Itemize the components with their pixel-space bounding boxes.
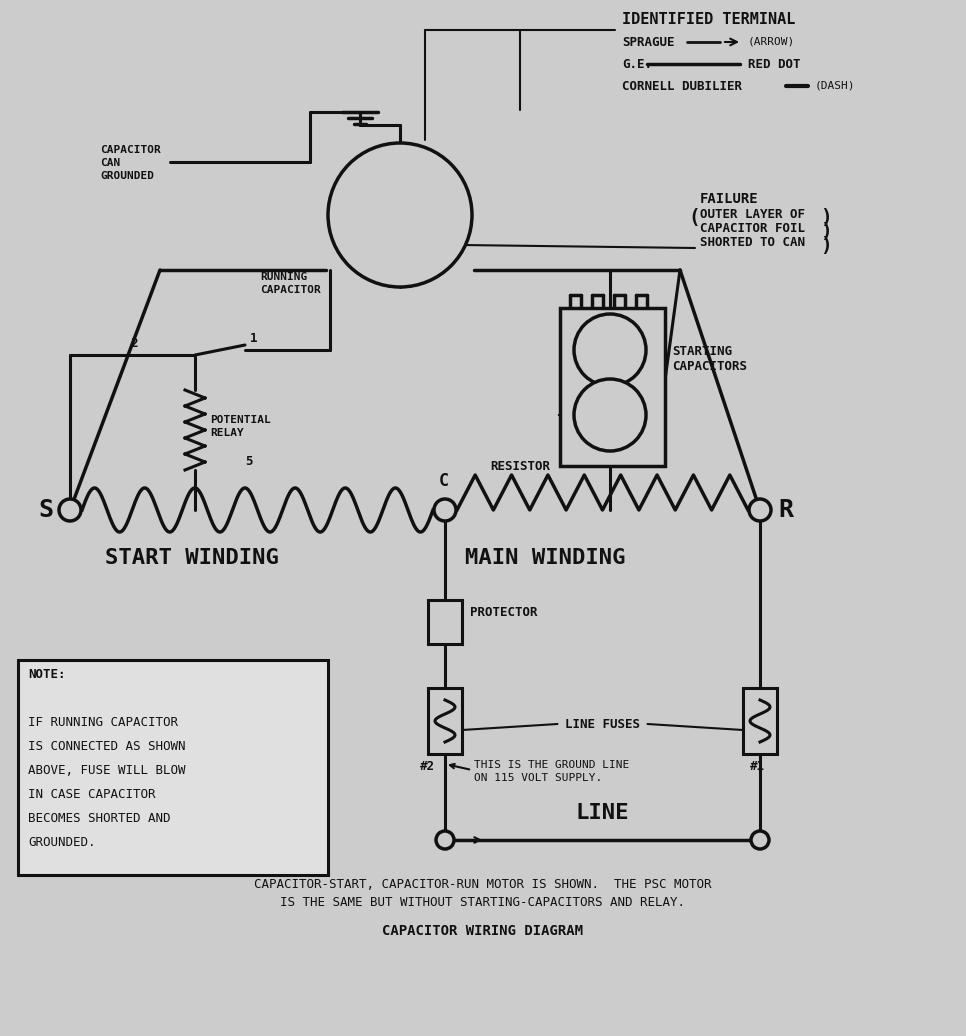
Text: IF RUNNING CAPACITOR: IF RUNNING CAPACITOR bbox=[28, 716, 178, 729]
Text: MAIN WINDING: MAIN WINDING bbox=[465, 548, 626, 568]
Text: CAPACITOR FOIL: CAPACITOR FOIL bbox=[700, 222, 805, 235]
Text: STARTING: STARTING bbox=[672, 345, 732, 358]
Text: CAPACITOR WIRING DIAGRAM: CAPACITOR WIRING DIAGRAM bbox=[383, 924, 583, 938]
Text: CAPACITOR-START, CAPACITOR-RUN MOTOR IS SHOWN.  THE PSC MOTOR: CAPACITOR-START, CAPACITOR-RUN MOTOR IS … bbox=[254, 877, 712, 891]
Text: CAN: CAN bbox=[100, 159, 120, 168]
Bar bbox=[428, 600, 462, 644]
Text: ABOVE, FUSE WILL BLOW: ABOVE, FUSE WILL BLOW bbox=[28, 764, 185, 777]
Text: G.E.: G.E. bbox=[622, 58, 652, 71]
Text: #2: #2 bbox=[420, 760, 435, 773]
Text: GROUNDED: GROUNDED bbox=[100, 171, 154, 181]
Text: 1: 1 bbox=[250, 332, 258, 345]
Text: ON 115 VOLT SUPPLY.: ON 115 VOLT SUPPLY. bbox=[474, 773, 602, 783]
Text: (ARROW): (ARROW) bbox=[748, 36, 795, 46]
Text: IDENTIFIED TERMINAL: IDENTIFIED TERMINAL bbox=[622, 12, 795, 27]
Bar bbox=[560, 308, 665, 466]
Circle shape bbox=[574, 314, 646, 386]
Text: CAPACITORS: CAPACITORS bbox=[672, 359, 747, 373]
Circle shape bbox=[749, 499, 771, 521]
Text: 5: 5 bbox=[245, 455, 252, 468]
Circle shape bbox=[59, 499, 81, 521]
Text: PROTECTOR: PROTECTOR bbox=[470, 606, 537, 618]
Text: S: S bbox=[38, 498, 53, 522]
Text: CORNELL DUBILIER: CORNELL DUBILIER bbox=[622, 80, 742, 93]
Text: RESISTOR: RESISTOR bbox=[490, 460, 550, 473]
Text: CAPACITOR: CAPACITOR bbox=[100, 145, 160, 155]
Text: #1: #1 bbox=[750, 760, 765, 773]
Bar bbox=[743, 688, 777, 754]
Text: LINE: LINE bbox=[576, 803, 629, 823]
Text: RUNNING: RUNNING bbox=[260, 272, 307, 282]
Text: BECOMES SHORTED AND: BECOMES SHORTED AND bbox=[28, 812, 171, 825]
Circle shape bbox=[436, 831, 454, 848]
Text: FAILURE: FAILURE bbox=[700, 192, 758, 206]
Text: RELAY: RELAY bbox=[210, 428, 243, 438]
Text: SPRAGUE: SPRAGUE bbox=[622, 36, 674, 49]
Text: R: R bbox=[778, 498, 793, 522]
Text: POTENTIAL: POTENTIAL bbox=[210, 415, 270, 425]
Text: START WINDING: START WINDING bbox=[105, 548, 279, 568]
Text: OUTER LAYER OF: OUTER LAYER OF bbox=[700, 208, 805, 221]
Text: C: C bbox=[439, 472, 449, 490]
Text: IN CASE CAPACITOR: IN CASE CAPACITOR bbox=[28, 788, 156, 801]
Text: CAPACITOR: CAPACITOR bbox=[260, 285, 321, 295]
Text: GROUNDED.: GROUNDED. bbox=[28, 836, 96, 848]
Circle shape bbox=[434, 499, 456, 521]
Text: LINE FUSES: LINE FUSES bbox=[565, 718, 640, 731]
Text: (: ( bbox=[688, 208, 699, 227]
Circle shape bbox=[751, 831, 769, 848]
Bar bbox=[18, 660, 328, 875]
Text: IS CONNECTED AS SHOWN: IS CONNECTED AS SHOWN bbox=[28, 740, 185, 753]
Text: IS THE SAME BUT WITHOUT STARTING-CAPACITORS AND RELAY.: IS THE SAME BUT WITHOUT STARTING-CAPACIT… bbox=[280, 896, 686, 909]
Text: NOTE:: NOTE: bbox=[28, 668, 66, 681]
Bar bbox=[428, 688, 462, 754]
Text: SHORTED TO CAN: SHORTED TO CAN bbox=[700, 236, 805, 249]
Circle shape bbox=[328, 143, 472, 287]
Text: ): ) bbox=[820, 222, 832, 241]
Text: THIS IS THE GROUND LINE: THIS IS THE GROUND LINE bbox=[474, 760, 629, 770]
Text: (DASH): (DASH) bbox=[815, 80, 856, 90]
Text: 2: 2 bbox=[130, 337, 137, 350]
Text: ): ) bbox=[820, 236, 832, 255]
Text: ): ) bbox=[820, 208, 832, 227]
Text: RED DOT: RED DOT bbox=[748, 58, 801, 71]
Circle shape bbox=[574, 379, 646, 451]
